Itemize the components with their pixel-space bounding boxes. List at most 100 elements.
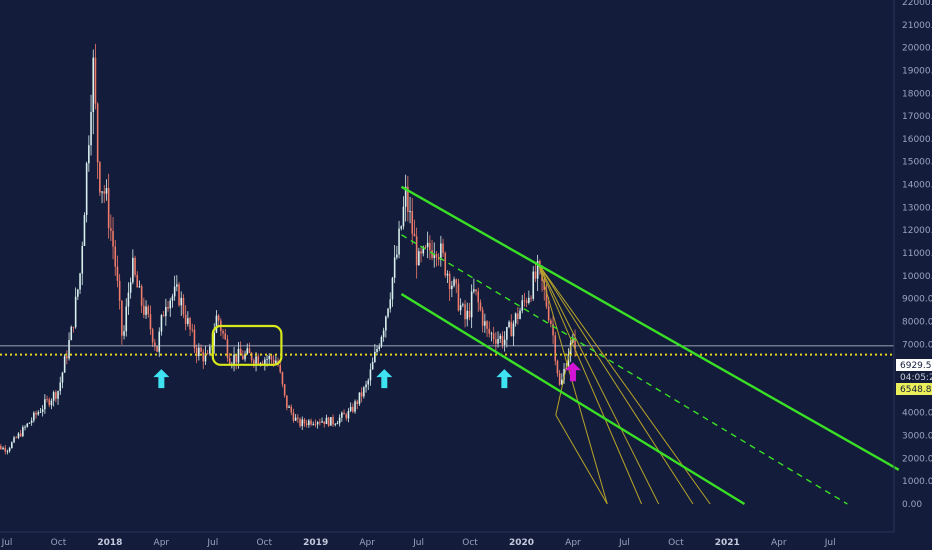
candle-body: [481, 309, 484, 326]
candle-body: [180, 297, 183, 306]
candle-body: [448, 273, 451, 290]
candle-body: [413, 233, 416, 237]
candle-body: [411, 211, 414, 234]
candle-body: [246, 348, 249, 354]
candle-body: [140, 286, 143, 306]
candle-body: [563, 369, 565, 380]
candle-body: [13, 437, 15, 443]
candle-body: [521, 300, 524, 311]
candle-body: [257, 356, 260, 364]
candle-body: [259, 363, 262, 364]
candle-body: [435, 254, 438, 258]
candle-body: [116, 266, 119, 281]
candle-body: [349, 406, 352, 411]
x-tick-label: 2021: [715, 538, 740, 548]
candle-body: [279, 365, 282, 373]
candle-body: [299, 418, 301, 427]
candle-body: [325, 417, 328, 425]
candle-body: [132, 257, 134, 283]
candle-body: [48, 399, 51, 406]
candle-body: [198, 347, 200, 357]
candle-body: [545, 289, 548, 307]
candle-body: [268, 356, 271, 360]
y-tick-label: 2000.00: [902, 454, 932, 464]
candle-body: [552, 324, 554, 336]
candle-body: [404, 186, 407, 207]
x-tick-label: Jul: [412, 538, 424, 548]
candle-body: [426, 242, 429, 248]
candle-body: [261, 363, 264, 364]
up-arrow-icon: [564, 362, 581, 382]
x-tick-label: Jul: [824, 538, 836, 548]
candle-body: [486, 321, 488, 329]
candle-body: [154, 342, 156, 347]
y-tick-label: 11000.00: [902, 249, 932, 259]
candle-body: [92, 57, 95, 112]
candle-body: [184, 314, 187, 324]
candle-body: [30, 420, 33, 423]
candle-body: [209, 346, 211, 354]
candle-body: [158, 331, 161, 352]
candle-body: [77, 289, 79, 297]
candle-body: [367, 380, 370, 385]
candle-body: [508, 321, 510, 328]
candle-body: [127, 292, 130, 307]
candle-body: [28, 422, 31, 424]
candle-body: [354, 401, 356, 412]
candle-body: [459, 305, 462, 311]
channel-upper-line: [400, 185, 900, 471]
candle-body: [433, 254, 436, 258]
channel-lower-line: [400, 293, 746, 506]
candle-body: [409, 211, 411, 212]
candle-body: [345, 414, 348, 419]
candle-body: [228, 358, 231, 365]
candle-body: [338, 417, 341, 424]
candle-body: [50, 400, 53, 406]
candle-body: [206, 353, 209, 355]
candle-body: [534, 271, 537, 279]
candle-body: [94, 57, 97, 104]
y-tick-label: 8000.00: [902, 317, 932, 327]
candle-body: [165, 306, 167, 317]
y-tick-label: 14000.00: [902, 181, 932, 191]
candle-body: [191, 329, 194, 331]
candle-body: [169, 300, 172, 309]
candle-body: [462, 304, 464, 306]
candle-body: [270, 356, 273, 360]
candle-body: [107, 188, 110, 229]
y-tick-label: 0.00: [902, 500, 922, 510]
candle-body: [151, 329, 154, 343]
candle-body: [134, 257, 136, 275]
candle-body: [574, 337, 576, 350]
candle-body: [539, 260, 541, 266]
candle-body: [437, 257, 440, 260]
y-tick-label: 13000.00: [902, 203, 932, 213]
candle-body: [308, 420, 310, 425]
candlestick-series: [0, 43, 576, 455]
candle-body: [352, 406, 354, 412]
y-tick-label: 21000.00: [902, 21, 932, 31]
candle-body: [393, 257, 396, 278]
candle-body: [81, 245, 84, 274]
candle-body: [74, 296, 77, 328]
candle-body: [138, 286, 141, 288]
candle-body: [173, 286, 176, 297]
candle-body: [200, 347, 202, 352]
candle-body: [103, 191, 106, 194]
candle-body: [387, 308, 389, 317]
up-arrow-icon: [376, 369, 393, 389]
x-axis[interactable]: Jul Oct 2018 Apr Jul Oct 2019 Apr Jul Oct 2020 Apr J…: [1, 538, 836, 548]
candle-body: [297, 417, 299, 419]
candle-body: [490, 333, 493, 335]
candle-body: [244, 353, 246, 360]
candle-body: [455, 279, 458, 284]
candle-body: [90, 111, 92, 146]
candle-body: [446, 273, 449, 276]
y-tick-label: 12000.00: [902, 226, 932, 236]
candle-body: [6, 451, 9, 452]
candle-body: [147, 306, 150, 315]
y-tick-label: 7000.00: [902, 340, 932, 350]
candle-body: [305, 423, 308, 425]
candle-body: [323, 421, 326, 425]
